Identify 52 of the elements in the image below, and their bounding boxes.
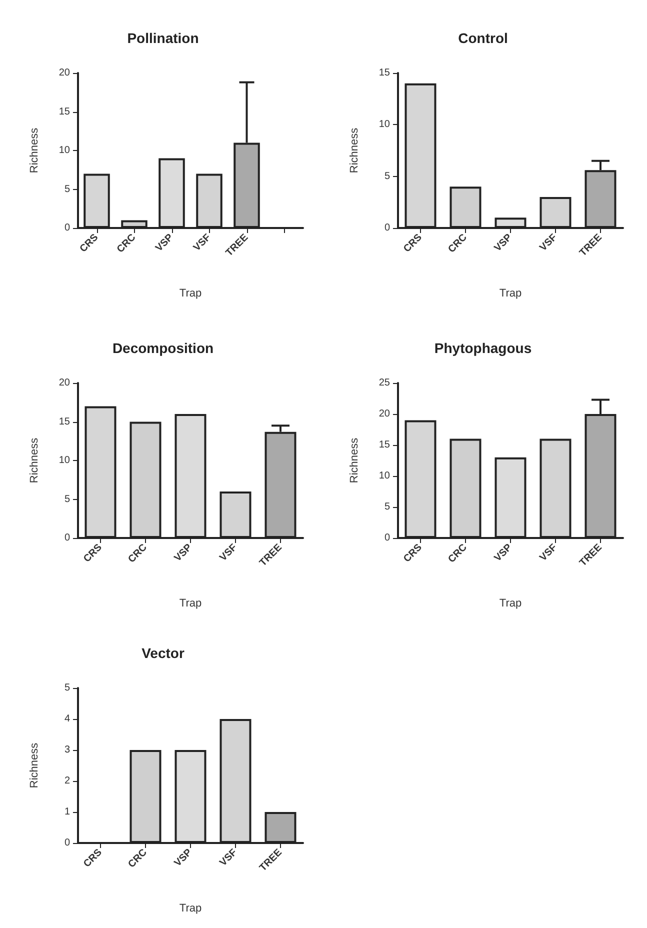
y-tick-label: 10 (378, 470, 390, 482)
y-tick-label: 15 (378, 440, 390, 450)
y-tick-label: 0 (384, 222, 390, 234)
y-tick-label: 0 (384, 532, 390, 544)
y-tick-label: 5 (64, 184, 70, 195)
x-tick-label: VSP (172, 542, 195, 564)
y-tick-label: 5 (64, 494, 70, 505)
chart-title: Control (458, 30, 508, 46)
y-tick-label: 10 (378, 119, 390, 130)
chart-title: Decomposition (112, 340, 214, 356)
y-axis-title: Richness (348, 127, 360, 174)
y-tick-label: 0 (64, 532, 70, 544)
x-axis-title: Trap (179, 288, 202, 300)
x-tick-label: VSP (492, 542, 515, 564)
y-axis-title: Richness (348, 437, 360, 484)
y-tick-label: 1 (64, 806, 70, 818)
y-tick-label: 3 (64, 744, 70, 756)
chart-title: Pollination (127, 30, 199, 46)
y-tick-label: 15 (58, 416, 70, 428)
x-axis-title: Trap (499, 288, 522, 300)
x-tick-label: VSF (538, 542, 560, 564)
y-tick-label: 0 (64, 838, 70, 848)
y-tick-label: 10 (58, 455, 70, 466)
x-tick-label: VSF (192, 232, 214, 254)
y-axis-title: Richness (28, 437, 40, 484)
x-tick-label: CRS (78, 232, 101, 255)
x-tick-label: VSP (172, 846, 195, 870)
y-tick-label: 20 (378, 408, 390, 420)
y-tick-label: 5 (384, 502, 390, 512)
x-axis-title: Trap (179, 902, 202, 914)
y-axis-title: Richness (28, 127, 40, 174)
y-tick-label: 2 (64, 776, 70, 786)
y-tick-label: 20 (58, 378, 70, 388)
chart-title: Vector (142, 645, 185, 661)
chart-title: Phytophagous (434, 340, 532, 356)
x-axis-title: Trap (499, 598, 522, 610)
x-tick-label: VSF (538, 232, 560, 254)
y-tick-label: 15 (378, 68, 390, 78)
y-tick-label: 5 (64, 682, 70, 694)
x-tick-label: VSP (154, 232, 176, 254)
x-tick-label: VSP (492, 232, 515, 254)
y-axis-title: Richness (28, 742, 40, 788)
x-tick-label: VSF (218, 847, 240, 869)
y-tick-label: 15 (58, 106, 70, 118)
y-tick-label: 25 (378, 378, 390, 388)
y-tick-label: 4 (64, 714, 70, 724)
y-tick-label: 0 (64, 222, 70, 234)
y-tick-label: 20 (58, 68, 70, 78)
x-axis-title: Trap (179, 598, 202, 610)
y-tick-label: 10 (58, 145, 70, 156)
y-tick-label: 5 (384, 170, 390, 182)
x-tick-label: VSF (218, 542, 240, 564)
